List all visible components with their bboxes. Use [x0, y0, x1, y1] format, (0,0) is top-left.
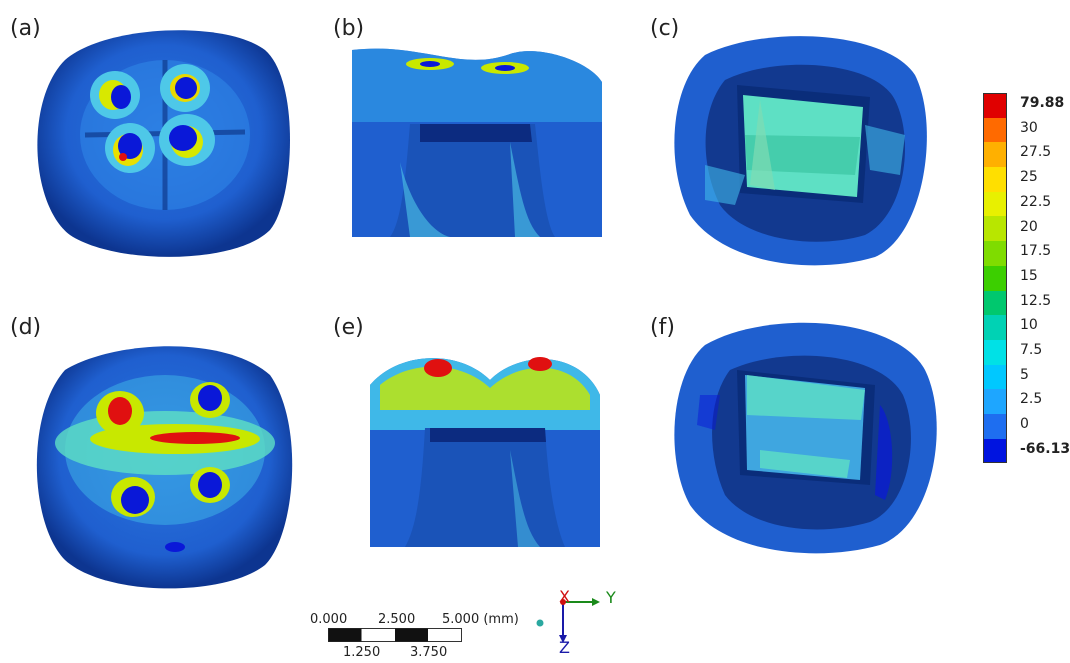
- scale-label-2500: 2.500: [378, 612, 416, 627]
- stress-view-a: [37, 30, 290, 257]
- panel-label-e: (e): [333, 315, 364, 340]
- legend-swatch: [983, 290, 1007, 316]
- legend-value: 0: [1020, 416, 1029, 433]
- panel-label-c: (c): [650, 16, 680, 41]
- stress-view-f: [674, 322, 937, 554]
- legend-value: 12.5: [1020, 292, 1052, 309]
- axis-label-x: X: [559, 587, 570, 606]
- legend-swatch: [983, 438, 1007, 464]
- axis-triad: [536, 598, 600, 643]
- legend-value: -66.13: [1020, 440, 1070, 457]
- scale-label-0: 0.000: [310, 612, 348, 627]
- legend-swatch: [983, 413, 1007, 439]
- legend-value: 15: [1020, 267, 1038, 284]
- legend-swatch: [983, 142, 1007, 168]
- panel-label-f: (f): [650, 315, 675, 340]
- legend-swatch: [983, 216, 1007, 242]
- legend-swatch: [983, 364, 1007, 390]
- legend-value: 30: [1020, 119, 1038, 136]
- legend-value: 27.5: [1020, 144, 1052, 161]
- scale-bar: [328, 628, 462, 642]
- legend-swatch: [983, 339, 1007, 365]
- panel-label-b: (b): [333, 16, 365, 41]
- stress-view-b: [352, 48, 602, 237]
- legend-swatch: [983, 241, 1007, 266]
- axis-label-z: Z: [559, 638, 570, 657]
- legend-value: 20: [1020, 218, 1038, 235]
- panel-label-a: (a): [10, 16, 41, 41]
- stress-view-c: [674, 36, 927, 266]
- scale-label-5000: 5.000 (mm): [442, 612, 519, 627]
- legend-value: 7.5: [1020, 342, 1043, 358]
- legend-swatch: [983, 315, 1007, 340]
- legend-value: 10: [1020, 317, 1038, 334]
- stress-view-e: [370, 357, 600, 547]
- axis-label-y: Y: [606, 588, 616, 607]
- legend-value: 17.5: [1020, 243, 1052, 260]
- legend-swatch: [983, 117, 1007, 143]
- stress-view-d: [36, 346, 293, 589]
- legend-value: 5: [1020, 366, 1029, 383]
- legend-color-bar: [983, 93, 1007, 464]
- legend-swatch: [983, 191, 1007, 217]
- legend-swatch: [983, 265, 1007, 291]
- legend-value: 2.5: [1020, 391, 1043, 408]
- panel-label-d: (d): [10, 315, 42, 340]
- legend-value: 79.88: [1020, 95, 1065, 111]
- legend-value: 22.5: [1020, 193, 1052, 210]
- legend-swatch: [983, 93, 1007, 118]
- legend-swatch: [983, 389, 1007, 414]
- legend-value: 25: [1020, 169, 1038, 186]
- legend-swatch: [983, 167, 1007, 192]
- scale-label-1250: 1.250: [343, 645, 381, 660]
- scale-label-3750: 3.750: [410, 645, 448, 660]
